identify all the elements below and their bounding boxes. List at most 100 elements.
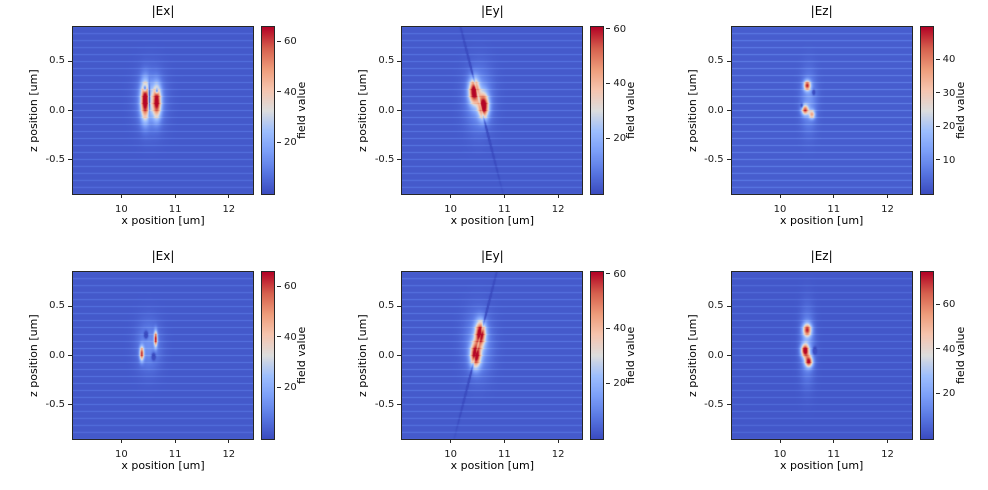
colorbar-tick-mark: [277, 336, 281, 338]
y-axis-label: z position [um]: [27, 26, 41, 195]
subplot-title: |Ez|: [810, 4, 833, 18]
y-axis-ticks: 0.5 0.0 -0.5: [42, 271, 69, 440]
y-tick-label: -0.5: [374, 153, 395, 165]
y-tick-mark: [397, 60, 402, 62]
y-axis-label: z position [um]: [356, 271, 370, 440]
colorbar-tick-label: 60: [284, 36, 297, 48]
plot-area: [726, 271, 913, 443]
y-tick-label: 0.0: [378, 349, 395, 361]
colorbar-tick-label: 40: [613, 78, 627, 90]
x-tick-mark: [557, 439, 559, 443]
y-tick-mark: [726, 355, 731, 356]
y-axis-ticks: 0.5 0.0 -0.5: [371, 271, 398, 440]
colorbar-tick-label: 40: [942, 343, 956, 355]
colorbar-label: field value: [624, 26, 637, 195]
x-axis-ticks: 10 11 12: [401, 445, 583, 460]
colorbar-tick-mark: [606, 382, 611, 384]
y-tick-mark: [397, 110, 402, 111]
colorbar-tick-label: 40: [942, 54, 956, 66]
subplot-title: |Ez|: [810, 249, 833, 263]
subplot-panel: |Ez| z position [um] 0.5 0.0 -0.5 10 11 12 x…: [659, 245, 988, 490]
colorbar-tick-mark: [606, 327, 611, 329]
x-axis-label: x position [um]: [779, 214, 864, 227]
colorbar-label-text: field value: [624, 81, 638, 140]
y-tick-mark: [397, 305, 402, 307]
y-tick-mark: [726, 305, 731, 307]
colorbar: [261, 271, 275, 440]
colorbar-tick-mark: [935, 392, 940, 394]
colorbar-tick-label: 20: [284, 137, 297, 149]
x-tick-label: 12: [222, 204, 236, 215]
y-tick-label: 0.0: [49, 349, 65, 361]
y-tick-mark: [726, 159, 731, 161]
x-tick-mark: [886, 194, 888, 198]
colorbar-label-text: field value: [624, 326, 638, 385]
colorbar-tick-mark: [935, 125, 940, 127]
colorbar-tick-mark: [277, 40, 281, 42]
y-tick-label: 0.5: [707, 55, 724, 67]
x-tick-label: 10: [444, 449, 458, 460]
plot-area: [68, 26, 254, 198]
colorbar-ticks: 20 40 60: [277, 26, 309, 195]
y-axis-label: z position [um]: [686, 26, 700, 195]
y-tick-label: 0.5: [707, 300, 724, 312]
subplot-title: |Ey|: [480, 4, 504, 18]
colorbar-tick-label: 20: [942, 121, 956, 133]
colorbar: [919, 271, 934, 440]
x-tick-label: 11: [498, 204, 511, 215]
x-tick-mark: [557, 194, 559, 198]
x-tick-label: 12: [881, 449, 894, 460]
colorbar-canvas: [591, 272, 604, 439]
heatmap-canvas: [731, 272, 912, 439]
subplot-title: |Ex|: [151, 4, 175, 18]
x-tick-label: 10: [773, 449, 787, 460]
colorbar-tick-mark: [606, 137, 611, 139]
y-axis-label: z position [um]: [686, 271, 700, 440]
colorbar-tick-label: 10: [942, 154, 956, 166]
colorbar-ticks: 20 40 60: [606, 269, 638, 440]
colorbar-label: field value: [954, 271, 967, 440]
colorbar-tick-label: 20: [613, 378, 627, 390]
y-axis-label-text: z position [um]: [27, 314, 40, 397]
colorbar-tick-mark: [935, 159, 940, 161]
y-tick-label: 0.0: [707, 104, 724, 116]
colorbar-tick-label: 60: [613, 23, 627, 35]
colorbar-tick-label: 60: [284, 281, 297, 293]
plot-area: [397, 26, 584, 198]
colorbar-label-text: field value: [295, 81, 308, 140]
colorbar-canvas: [262, 272, 274, 439]
y-tick-mark: [726, 404, 731, 406]
heatmap-canvas: [73, 272, 253, 439]
y-tick-label: -0.5: [45, 398, 65, 410]
colorbar-tick-label: 30: [942, 87, 956, 99]
y-tick-label: 0.0: [378, 104, 395, 116]
y-tick-label: 0.0: [49, 104, 65, 116]
colorbar-label: field value: [954, 26, 967, 195]
y-tick-label: -0.5: [45, 153, 65, 165]
colorbar-tick-label: 20: [284, 382, 297, 394]
x-tick-label: 11: [827, 449, 841, 460]
y-axis-label: z position [um]: [356, 26, 370, 195]
y-tick-mark: [397, 404, 402, 406]
y-axis-ticks: 0.5 0.0 -0.5: [371, 26, 398, 195]
colorbar-tick-mark: [277, 91, 281, 93]
colorbar-tick-mark: [606, 273, 611, 275]
x-tick-label: 11: [827, 204, 841, 215]
y-tick-mark: [726, 110, 731, 111]
y-tick-mark: [726, 60, 731, 62]
x-tick-mark: [886, 439, 888, 443]
plot-area: [726, 26, 913, 198]
x-axis-label: x position [um]: [121, 459, 205, 472]
x-tick-label: 12: [881, 204, 894, 215]
subplot-panel: |Ey| z position [um] 0.5 0.0 -0.5 10 11 12 x…: [329, 245, 658, 490]
x-tick-label: 11: [168, 449, 182, 460]
y-tick-label: 0.0: [707, 349, 724, 361]
x-tick-mark: [174, 194, 176, 198]
colorbar-tick-label: 40: [613, 323, 627, 335]
colorbar-label-text: field value: [295, 326, 308, 385]
y-tick-label: -0.5: [704, 153, 724, 165]
x-tick-mark: [228, 194, 230, 198]
plot-area: [68, 271, 254, 443]
y-axis-label-text: z position [um]: [27, 69, 40, 152]
y-tick-label: -0.5: [374, 398, 395, 410]
